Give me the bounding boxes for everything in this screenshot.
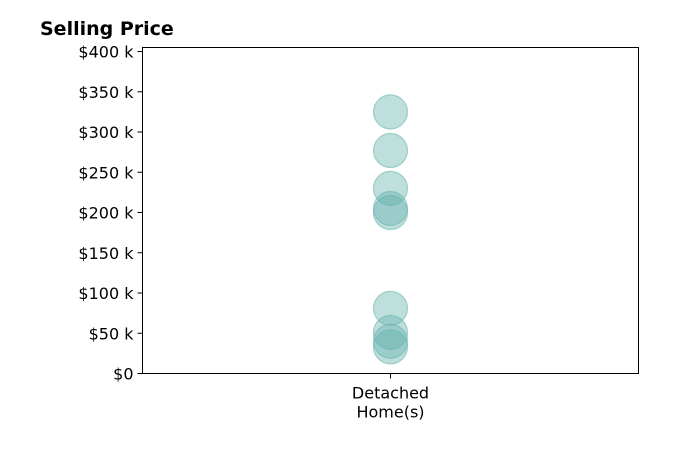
data-point bbox=[372, 194, 409, 231]
data-point bbox=[372, 329, 409, 365]
data-point bbox=[372, 290, 409, 326]
data-point bbox=[372, 132, 409, 169]
y-tick-label: $300 k bbox=[78, 123, 134, 142]
y-tick-label: $100 k bbox=[78, 284, 134, 303]
data-point bbox=[372, 170, 409, 206]
x-axis: Detached Home(s) bbox=[352, 373, 429, 422]
y-tick-label: $150 k bbox=[78, 244, 134, 263]
y-tick-label: $50 k bbox=[89, 324, 135, 343]
y-tick-label: $0 bbox=[113, 365, 133, 384]
x-tick-label: Detached Home(s) bbox=[352, 384, 429, 422]
chart-title: Selling Price bbox=[40, 18, 174, 40]
y-axis: $0 $50 k $100 k $150 k $200 k $250 k $300 k $35… bbox=[78, 43, 143, 384]
y-tick-label: $200 k bbox=[78, 204, 134, 223]
data-point bbox=[372, 94, 409, 130]
data-points bbox=[372, 94, 409, 365]
y-tick-label: $400 k bbox=[78, 43, 134, 62]
y-tick-label: $350 k bbox=[78, 83, 134, 102]
y-tick-label: $250 k bbox=[78, 163, 134, 182]
data-point bbox=[372, 314, 409, 351]
